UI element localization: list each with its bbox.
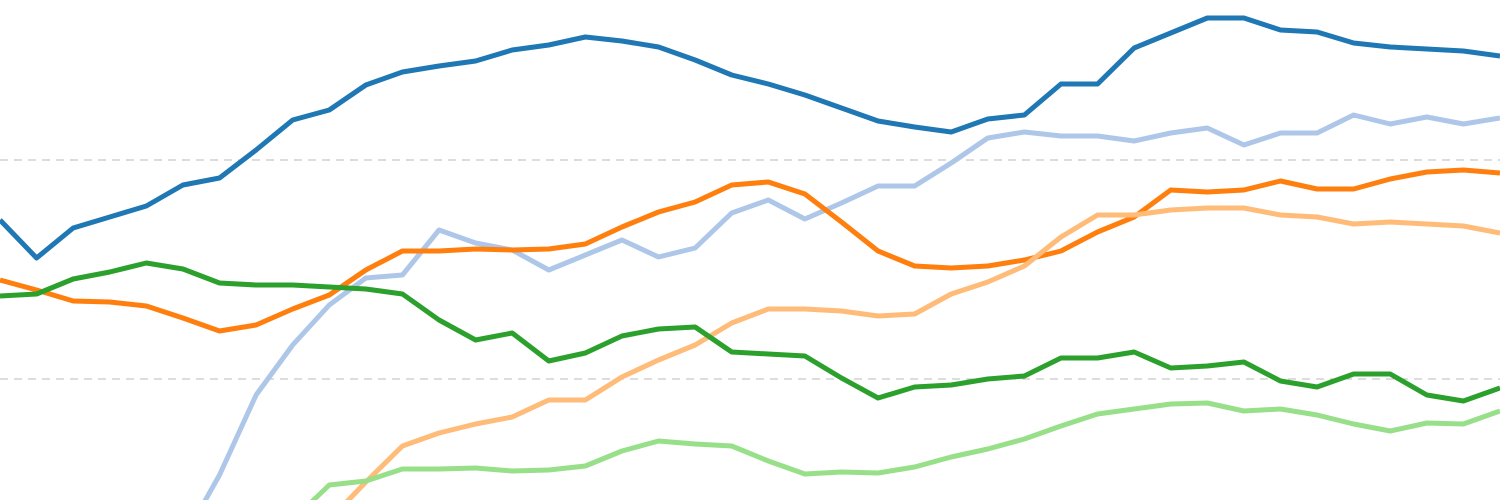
line-series <box>0 260 1500 404</box>
line-series <box>0 167 1500 334</box>
line-series <box>345 205 1500 500</box>
line-series <box>202 112 1500 500</box>
line-series <box>0 15 1500 261</box>
line-series <box>309 400 1500 500</box>
